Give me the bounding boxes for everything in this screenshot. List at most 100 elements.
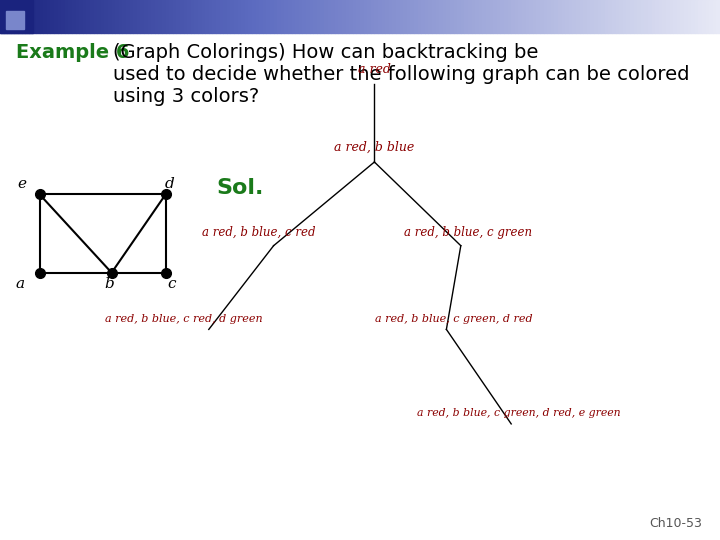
Bar: [47, 0, 50, 33]
Bar: [569, 0, 572, 33]
Text: c: c: [167, 276, 176, 291]
Bar: [608, 0, 612, 33]
Bar: [446, 0, 450, 33]
Bar: [634, 0, 637, 33]
Bar: [407, 0, 410, 33]
Bar: [295, 0, 299, 33]
Bar: [173, 0, 176, 33]
Bar: [472, 0, 475, 33]
Bar: [616, 0, 619, 33]
Bar: [684, 0, 688, 33]
Bar: [50, 0, 54, 33]
Bar: [590, 0, 594, 33]
Bar: [691, 0, 695, 33]
Bar: [83, 0, 86, 33]
Bar: [292, 0, 295, 33]
Bar: [220, 0, 223, 33]
Bar: [148, 0, 151, 33]
Bar: [396, 0, 400, 33]
Bar: [468, 0, 472, 33]
Bar: [176, 0, 180, 33]
Bar: [680, 0, 684, 33]
Text: d: d: [164, 177, 174, 191]
Bar: [565, 0, 569, 33]
Bar: [709, 0, 713, 33]
Bar: [223, 0, 227, 33]
Bar: [248, 0, 252, 33]
Bar: [486, 0, 490, 33]
Bar: [288, 0, 292, 33]
Bar: [443, 0, 446, 33]
Bar: [184, 0, 187, 33]
Bar: [410, 0, 414, 33]
Bar: [14, 0, 18, 33]
Bar: [108, 0, 112, 33]
Bar: [306, 0, 310, 33]
Text: a red, b blue, c green, d red: a red, b blue, c green, d red: [375, 314, 532, 324]
Bar: [626, 0, 630, 33]
Bar: [180, 0, 184, 33]
Bar: [493, 0, 497, 33]
Bar: [612, 0, 616, 33]
Bar: [205, 0, 209, 33]
Bar: [284, 0, 288, 33]
Bar: [652, 0, 655, 33]
Text: a red, b blue, c green: a red, b blue, c green: [404, 226, 532, 239]
Bar: [130, 0, 133, 33]
Bar: [374, 0, 378, 33]
Bar: [342, 0, 346, 33]
Text: a red, b blue: a red, b blue: [334, 141, 415, 154]
Bar: [310, 0, 313, 33]
Bar: [526, 0, 529, 33]
Bar: [263, 0, 266, 33]
Bar: [346, 0, 349, 33]
Bar: [245, 0, 248, 33]
Bar: [155, 0, 158, 33]
Bar: [511, 0, 515, 33]
Bar: [299, 0, 302, 33]
Bar: [54, 0, 58, 33]
Bar: [490, 0, 493, 33]
Bar: [166, 0, 169, 33]
Bar: [302, 0, 306, 33]
Bar: [439, 0, 443, 33]
Bar: [450, 0, 454, 33]
Bar: [104, 0, 108, 33]
Bar: [122, 0, 126, 33]
Bar: [169, 0, 173, 33]
Bar: [79, 0, 83, 33]
Bar: [670, 0, 673, 33]
Bar: [11, 0, 14, 33]
Bar: [641, 0, 644, 33]
Bar: [25, 0, 29, 33]
Bar: [572, 0, 576, 33]
Bar: [385, 0, 389, 33]
Bar: [338, 0, 342, 33]
Bar: [418, 0, 421, 33]
Text: Sol.: Sol.: [216, 178, 264, 198]
Bar: [65, 0, 68, 33]
Bar: [36, 0, 40, 33]
Bar: [508, 0, 511, 33]
Bar: [580, 0, 583, 33]
Bar: [187, 0, 191, 33]
Bar: [101, 0, 104, 33]
Bar: [367, 0, 371, 33]
Bar: [605, 0, 608, 33]
Bar: [479, 0, 482, 33]
Text: a red, b blue, c green, d red, e green: a red, b blue, c green, d red, e green: [417, 408, 620, 418]
Bar: [482, 0, 486, 33]
Bar: [515, 0, 518, 33]
Bar: [194, 0, 198, 33]
Bar: [648, 0, 652, 33]
Bar: [209, 0, 212, 33]
Bar: [389, 0, 392, 33]
Bar: [230, 0, 234, 33]
Bar: [428, 0, 432, 33]
Bar: [529, 0, 533, 33]
Bar: [7, 0, 11, 33]
Bar: [378, 0, 382, 33]
Bar: [504, 0, 508, 33]
Bar: [112, 0, 115, 33]
Bar: [320, 0, 324, 33]
